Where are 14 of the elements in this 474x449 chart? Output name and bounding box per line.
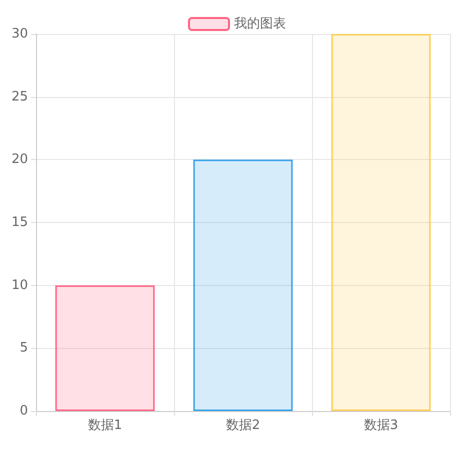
y-tick-label: 25 (11, 89, 28, 104)
y-tick-label: 10 (11, 278, 28, 293)
x-tick-label: 数据2 (226, 418, 260, 433)
y-tick-label: 5 (20, 340, 28, 356)
bar (55, 285, 155, 411)
bar (331, 34, 431, 411)
y-tick-label: 20 (11, 152, 28, 168)
legend-label: 我的图表 (234, 16, 286, 32)
bar (193, 160, 293, 411)
x-tick-label: 数据1 (88, 418, 122, 433)
x-tick-label: 数据3 (364, 418, 398, 433)
y-tick-label: 0 (20, 404, 28, 418)
y-tick-label: 30 (11, 26, 28, 42)
y-tick-label: 15 (11, 215, 28, 230)
